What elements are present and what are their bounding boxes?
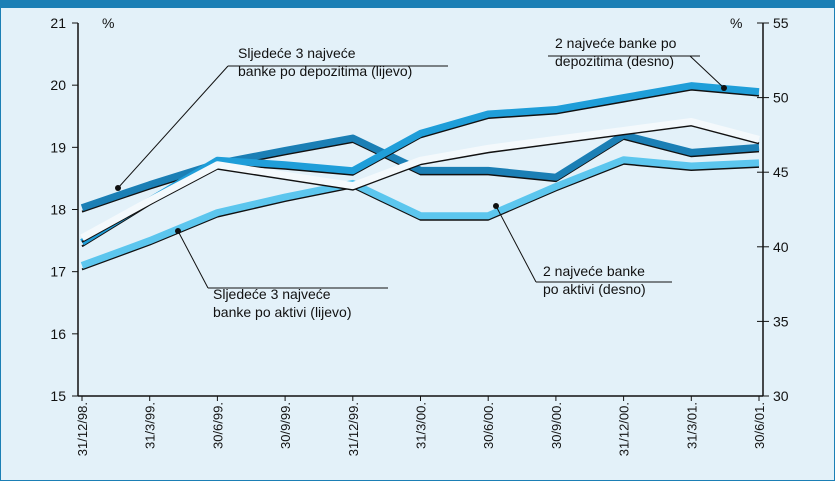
- y-tick-label: 17: [50, 264, 66, 280]
- y2-tick-label: 55: [773, 15, 789, 31]
- y2-unit: %: [730, 15, 742, 31]
- annotation-dot: [175, 228, 181, 234]
- y-tick-label: 21: [50, 15, 66, 31]
- x-tick-label: 31/12/00.: [617, 402, 632, 456]
- y2-tick-label: 50: [773, 90, 789, 106]
- x-tick-label: 31/3/01.: [684, 402, 699, 449]
- y2-tick-label: 30: [773, 388, 789, 404]
- x-tick-label: 30/6/99.: [210, 402, 225, 449]
- annotation-text: depozitima (desno): [555, 53, 674, 69]
- annotation-dot: [493, 203, 499, 209]
- y2-tick-label: 40: [773, 239, 789, 255]
- y-tick-label: 18: [50, 202, 66, 218]
- annotation-text: banke po depozitima (lijevo): [238, 63, 412, 79]
- x-tick-label: 31/3/00.: [414, 402, 429, 449]
- annotation-leader: [177, 230, 209, 289]
- series-line: [80, 156, 760, 269]
- annotation-dot: [721, 85, 727, 91]
- annotation-text: Sljedeće 3 najveće: [213, 286, 331, 302]
- annotation-text: po aktivi (desno): [543, 281, 646, 297]
- y-tick-label: 19: [50, 139, 66, 155]
- x-tick-label: 31/12/98.: [75, 402, 90, 456]
- series-line: [80, 117, 760, 241]
- y-tick-label: 20: [50, 77, 66, 93]
- y-unit: %: [102, 15, 114, 31]
- annotation-text: Sljedeće 3 najveće: [238, 45, 356, 61]
- line-shadow: [81, 124, 760, 243]
- x-tick-label: 30/6/01.: [752, 402, 767, 449]
- x-tick-label: 31/3/99.: [143, 402, 158, 449]
- y-tick-label: 16: [50, 326, 66, 342]
- annotation-text: 2 najveće banke: [543, 263, 645, 279]
- header-band: [0, 0, 835, 8]
- x-tick-label: 30/9/99.: [278, 402, 293, 449]
- x-tick-label: 31/12/99.: [346, 402, 361, 456]
- y2-tick-label: 45: [773, 164, 789, 180]
- x-tick-label: 30/9/00.: [549, 402, 564, 449]
- y-tick-label: 15: [50, 388, 66, 404]
- line-shadow: [81, 162, 760, 271]
- annotation-leader: [495, 205, 537, 283]
- annotation-dot: [115, 185, 121, 191]
- x-tick-label: 30/6/00.: [481, 402, 496, 449]
- annotation-leader: [117, 65, 229, 189]
- annotation-leader: [689, 55, 725, 89]
- annotation-text: banke po aktivi (lijevo): [213, 304, 352, 320]
- annotation-text: 2 najveće banke po: [555, 35, 677, 51]
- y2-tick-label: 35: [773, 313, 789, 329]
